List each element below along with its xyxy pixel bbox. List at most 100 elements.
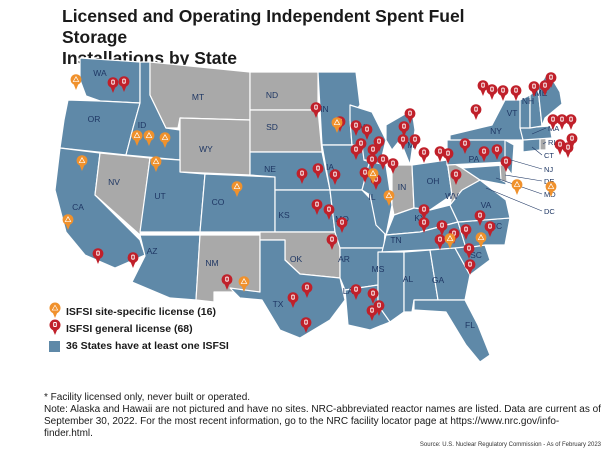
state-md	[461, 164, 507, 186]
general-marker-47	[497, 85, 509, 101]
callout-label-ma: MA	[548, 124, 559, 133]
state-label-pa: PA	[469, 154, 480, 164]
state-ms	[377, 251, 405, 323]
state-label-sd: SD	[266, 122, 278, 132]
state-label-ok: OK	[290, 254, 303, 264]
general-marker-39	[442, 148, 454, 164]
general-marker-48	[510, 85, 522, 101]
general-marker-67	[463, 243, 475, 259]
state-label-nc: NC	[490, 221, 502, 231]
state-label-fl: FL	[465, 320, 475, 330]
general-marker-46	[486, 84, 498, 100]
general-marker-61	[434, 234, 446, 250]
site-specific-marker-12	[383, 190, 395, 206]
general-marker-9	[311, 199, 323, 215]
state-label-me: ME	[535, 88, 548, 98]
general-marker-27	[373, 136, 385, 152]
general-marker-49	[477, 80, 489, 96]
general-marker-23	[361, 124, 373, 140]
general-marker-36	[404, 108, 416, 124]
state-label-ga: GA	[432, 275, 445, 285]
state-label-nd: ND	[266, 90, 278, 100]
callout-line-de	[504, 174, 543, 182]
general-marker-34	[409, 134, 421, 150]
state-label-ny: NY	[490, 126, 502, 136]
state-label-tn: TN	[390, 235, 401, 245]
site-specific-marker-7	[159, 132, 171, 148]
callout-line-dc	[485, 187, 543, 212]
general-marker-15	[367, 288, 379, 304]
state-ga	[429, 247, 471, 301]
callout-label-ct: CT	[544, 151, 554, 160]
state-wy	[179, 117, 251, 176]
red-pin-marker-icon	[49, 319, 61, 335]
state-ny	[449, 99, 524, 141]
general-marker-45	[470, 104, 482, 120]
state-label-wv: WV	[445, 191, 459, 201]
general-marker-30	[377, 154, 389, 170]
callout-label-de: DE	[544, 177, 554, 186]
callout-line-nj	[510, 159, 543, 170]
state-label-tx: TX	[273, 299, 284, 309]
general-marker-37	[418, 147, 430, 163]
general-marker-25	[350, 144, 362, 160]
general-marker-66	[484, 221, 496, 237]
general-marker-8	[329, 169, 341, 185]
callout-label-dc: DC	[544, 207, 555, 216]
state-label-ms: MS	[372, 264, 385, 274]
general-marker-55	[565, 114, 577, 130]
site-specific-marker-4	[131, 130, 143, 146]
general-marker-17	[373, 300, 385, 316]
state-label-nm: NM	[205, 258, 218, 268]
note-text: Note: Alaska and Hawaii are not pictured…	[44, 404, 601, 439]
site-specific-marker-8	[231, 181, 243, 197]
state-tx	[229, 239, 346, 339]
general-marker-44	[450, 169, 462, 185]
general-marker-51	[539, 80, 551, 96]
general-marker-64	[460, 224, 472, 240]
state-label-id: ID	[138, 120, 147, 130]
site-specific-marker-3	[62, 214, 74, 230]
state-label-ar: AR	[338, 254, 350, 264]
state-label-wi: WI	[357, 122, 367, 132]
general-marker-28	[366, 154, 378, 170]
state-sd	[249, 109, 323, 153]
state-oh	[411, 159, 453, 211]
state-nd	[249, 71, 319, 111]
state-label-ky: KY	[414, 213, 426, 223]
state-label-vt: VT	[507, 108, 518, 118]
state-label-mn: MN	[315, 104, 328, 114]
legend-states-label: 36 States have at least one ISFSI	[66, 340, 229, 352]
site-specific-marker-9	[238, 276, 250, 292]
general-marker-7	[312, 163, 324, 179]
general-marker-53	[547, 114, 559, 130]
general-marker-22	[350, 120, 362, 136]
callout-label-nj: NJ	[544, 165, 553, 174]
general-marker-35	[398, 121, 410, 137]
state-label-al: AL	[403, 274, 414, 284]
general-marker-20	[310, 102, 322, 118]
notes-block: * Facility licensed only, never built or…	[44, 392, 604, 440]
general-marker-59	[418, 204, 430, 220]
general-marker-43	[500, 156, 512, 172]
state-label-mt: MT	[192, 92, 204, 102]
site-specific-marker-5	[143, 130, 155, 146]
callout-label-ri: RI	[548, 138, 556, 147]
legend-general-label: ISFSI general license (68)	[66, 323, 193, 335]
general-marker-13	[300, 317, 312, 333]
site-specific-marker-2	[76, 155, 88, 171]
general-marker-65	[474, 210, 486, 226]
state-label-ia: IA	[326, 162, 334, 172]
state-label-in: IN	[398, 182, 407, 192]
state-fl	[413, 299, 491, 363]
general-marker-58	[566, 133, 578, 149]
general-marker-10	[336, 217, 348, 233]
site-specific-marker-10	[331, 117, 343, 133]
general-marker-33	[397, 134, 409, 150]
state-label-co: CO	[212, 197, 225, 207]
state-label-wa: WA	[93, 68, 107, 78]
general-marker-52	[545, 72, 557, 88]
general-marker-19	[326, 234, 338, 250]
general-marker-5	[221, 274, 233, 290]
